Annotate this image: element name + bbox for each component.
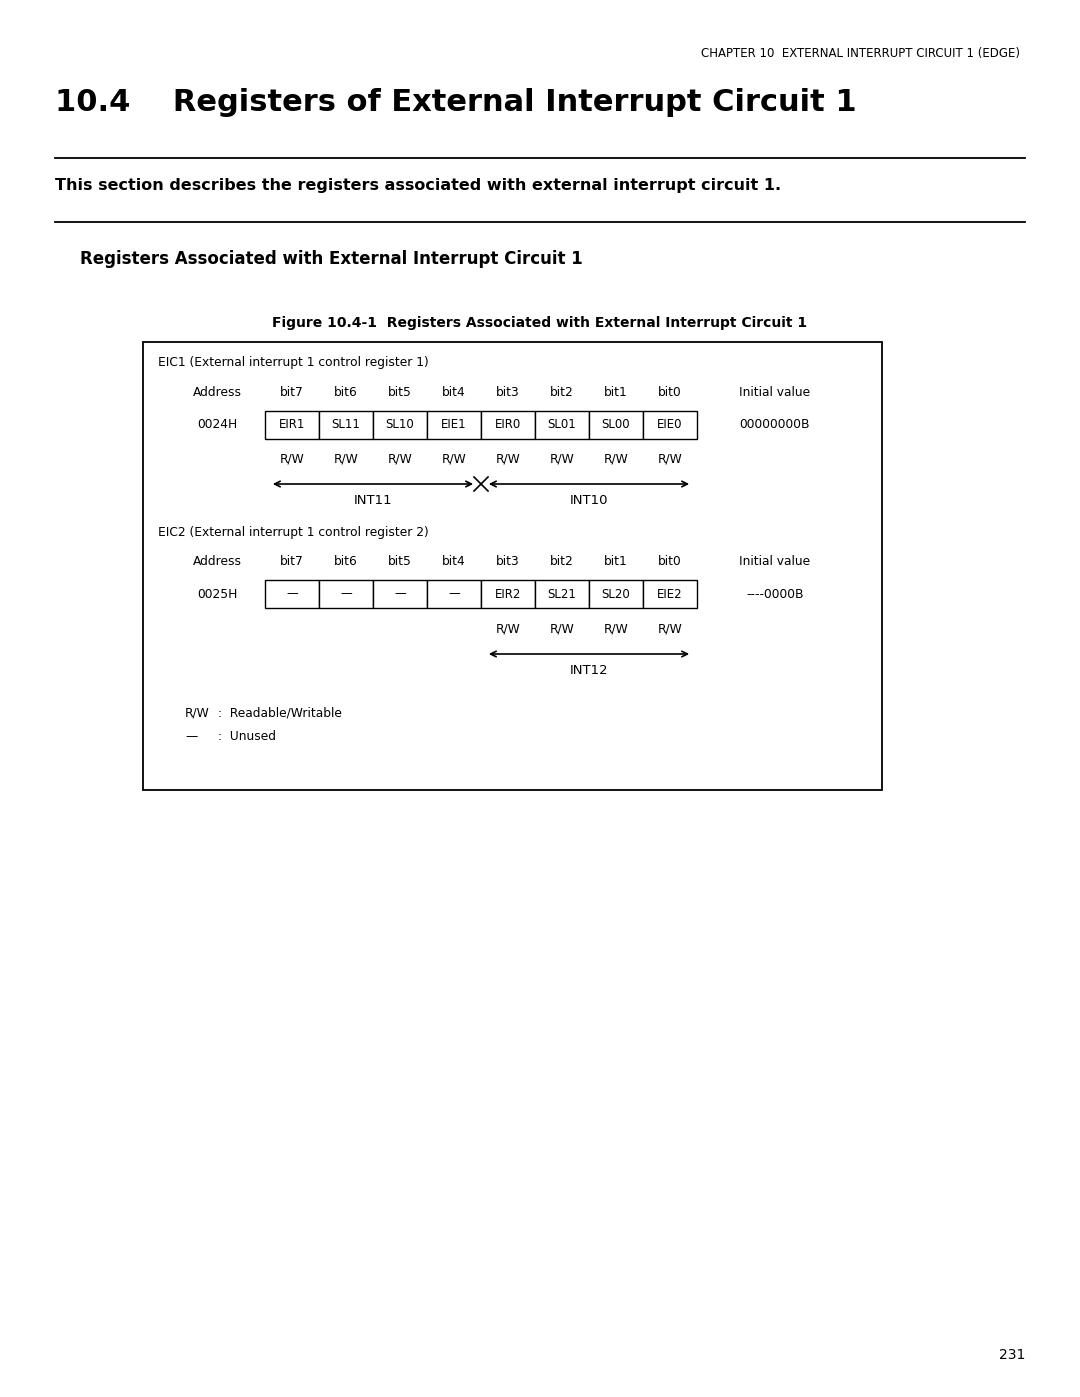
Text: EIR2: EIR2 [495, 588, 522, 601]
Text: Registers Associated with External Interrupt Circuit 1: Registers Associated with External Inter… [80, 250, 583, 268]
Text: bit7: bit7 [280, 555, 303, 569]
Text: R/W: R/W [496, 453, 521, 465]
Bar [373, 411, 427, 439]
Text: SL21: SL21 [548, 588, 577, 601]
Text: bit2: bit2 [550, 386, 573, 400]
Text: Initial value: Initial value [740, 386, 811, 400]
Text: bit3: bit3 [496, 386, 519, 400]
Text: Initial value: Initial value [740, 555, 811, 569]
Text: R/W: R/W [280, 453, 305, 465]
Text: SL20: SL20 [602, 588, 631, 601]
Text: INT12: INT12 [569, 664, 608, 678]
Text: EIR0: EIR0 [495, 419, 522, 432]
Text: EIC1 (External interrupt 1 control register 1): EIC1 (External interrupt 1 control regis… [158, 356, 429, 369]
Text: —: — [448, 588, 460, 601]
Text: —: — [185, 731, 198, 743]
Text: bit1: bit1 [604, 386, 627, 400]
Text: bit1: bit1 [604, 555, 627, 569]
Text: EIR1: EIR1 [279, 419, 306, 432]
Text: R/W: R/W [496, 622, 521, 636]
Text: SL00: SL00 [602, 419, 631, 432]
Text: bit0: bit0 [658, 386, 681, 400]
Text: bit3: bit3 [496, 555, 519, 569]
Text: bit0: bit0 [658, 555, 681, 569]
Bar [535, 411, 589, 439]
Text: SL01: SL01 [548, 419, 577, 432]
Bar [427, 580, 481, 608]
Bar [427, 411, 481, 439]
Text: EIE1: EIE1 [442, 419, 467, 432]
Text: 231: 231 [999, 1348, 1025, 1362]
Text: 10.4    Registers of External Interrupt Circuit 1: 10.4 Registers of External Interrupt Cir… [55, 88, 856, 117]
Text: —: — [394, 588, 406, 601]
Text: INT11: INT11 [353, 495, 392, 507]
Bar [589, 580, 643, 608]
Text: R/W: R/W [604, 453, 629, 465]
Text: :  Readable/Writable: : Readable/Writable [218, 705, 342, 719]
Text: R/W: R/W [658, 622, 683, 636]
Bar [373, 580, 427, 608]
Text: bit5: bit5 [388, 555, 411, 569]
Text: bit5: bit5 [388, 386, 411, 400]
Text: 00000000B: 00000000B [740, 419, 810, 432]
Text: bit7: bit7 [280, 386, 303, 400]
Text: R/W: R/W [550, 622, 575, 636]
Bar [265, 411, 319, 439]
Text: —: — [286, 588, 298, 601]
Text: ----0000B: ----0000B [746, 588, 804, 601]
Text: SL10: SL10 [386, 419, 415, 432]
Text: CHAPTER 10  EXTERNAL INTERRUPT CIRCUIT 1 (EDGE): CHAPTER 10 EXTERNAL INTERRUPT CIRCUIT 1 … [701, 47, 1020, 60]
Bar [589, 411, 643, 439]
Text: R/W: R/W [388, 453, 413, 465]
Text: This section describes the registers associated with external interrupt circuit : This section describes the registers ass… [55, 177, 781, 193]
Text: Address: Address [192, 555, 242, 569]
Text: R/W: R/W [550, 453, 575, 465]
Text: Address: Address [192, 386, 242, 400]
Bar [643, 580, 697, 608]
Text: INT10: INT10 [570, 495, 608, 507]
Text: bit4: bit4 [442, 555, 465, 569]
Bar [481, 580, 535, 608]
Text: R/W: R/W [658, 453, 683, 465]
Text: R/W: R/W [604, 622, 629, 636]
Text: R/W: R/W [334, 453, 359, 465]
Text: 0025H: 0025H [197, 588, 238, 601]
Bar [319, 580, 373, 608]
Bar [265, 580, 319, 608]
Text: —: — [340, 588, 352, 601]
Text: bit6: bit6 [334, 386, 357, 400]
Bar [535, 580, 589, 608]
Bar [481, 411, 535, 439]
Text: bit4: bit4 [442, 386, 465, 400]
Text: EIC2 (External interrupt 1 control register 2): EIC2 (External interrupt 1 control regis… [158, 527, 429, 539]
Text: R/W: R/W [185, 705, 210, 719]
Bar [143, 342, 882, 789]
Text: 0024H: 0024H [197, 419, 238, 432]
Bar [319, 411, 373, 439]
Text: bit6: bit6 [334, 555, 357, 569]
Text: bit2: bit2 [550, 555, 573, 569]
Text: EIE2: EIE2 [658, 588, 683, 601]
Bar [643, 411, 697, 439]
Text: SL11: SL11 [332, 419, 361, 432]
Text: :  Unused: : Unused [218, 731, 276, 743]
Text: Figure 10.4-1  Registers Associated with External Interrupt Circuit 1: Figure 10.4-1 Registers Associated with … [272, 316, 808, 330]
Text: EIE0: EIE0 [658, 419, 683, 432]
Text: R/W: R/W [442, 453, 467, 465]
